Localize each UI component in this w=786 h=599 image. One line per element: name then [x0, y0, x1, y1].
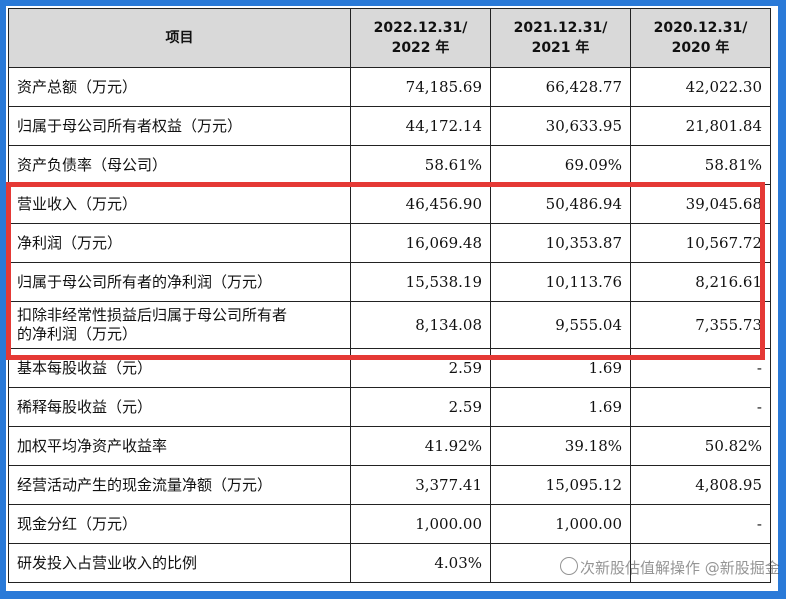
cell-2021: 9,555.04 [490, 301, 631, 349]
header-2020: 2020.12.31/2020 年 [630, 8, 771, 68]
row-label: 扣除非经常性损益后归属于母公司所有者 的净利润（万元） [8, 301, 351, 349]
cell-2020: 10,567.72 [630, 223, 771, 263]
watermark: 次新股估值解操作 @新股掘金 [560, 557, 780, 578]
table-row: 加权平均净资产收益率 41.92% 39.18% 50.82% [8, 426, 771, 466]
cell-2021: 1,000.00 [490, 504, 631, 544]
cell-2021: 10,353.87 [490, 223, 631, 263]
cell-2021: 66,428.77 [490, 67, 631, 107]
table-row: 资产负债率（母公司） 58.61% 69.09% 58.81% [8, 145, 771, 185]
cell-2020: 7,355.73 [630, 301, 771, 349]
cell-2021: 39.18% [490, 426, 631, 466]
financial-data-table: 项目 2022.12.31/2022 年 2021.12.31/2021 年 2… [8, 8, 771, 583]
cell-2022: 4.03% [350, 543, 491, 583]
cell-2020: 39,045.68 [630, 184, 771, 224]
cell-2022: 15,538.19 [350, 262, 491, 302]
table-row: 稀释每股收益（元） 2.59 1.69 - [8, 387, 771, 427]
table-row: 资产总额（万元） 74,185.69 66,428.77 42,022.30 [8, 67, 771, 107]
table-row: 基本每股收益（元） 2.59 1.69 - [8, 348, 771, 388]
cell-2020 [630, 543, 771, 583]
cell-2020: 4,808.95 [630, 465, 771, 505]
table-row: 扣除非经常性损益后归属于母公司所有者 的净利润（万元） 8,134.08 9,55… [8, 301, 771, 349]
row-label: 净利润（万元） [8, 223, 351, 263]
row-label: 归属于母公司所有者权益（万元） [8, 106, 351, 146]
cell-2022: 1,000.00 [350, 504, 491, 544]
cell-2022: 44,172.14 [350, 106, 491, 146]
cell-2020: 50.82% [630, 426, 771, 466]
table-row: 研发投入占营业收入的比例 4.03% [8, 543, 771, 583]
header-item: 项目 [8, 8, 351, 68]
row-label: 研发投入占营业收入的比例 [8, 543, 351, 583]
row-label: 归属于母公司所有者的净利润（万元） [8, 262, 351, 302]
row-label: 基本每股收益（元） [8, 348, 351, 388]
cell-2021: 10,113.76 [490, 262, 631, 302]
cell-2022: 74,185.69 [350, 67, 491, 107]
table-header-row: 项目 2022.12.31/2022 年 2021.12.31/2021 年 2… [8, 8, 771, 68]
cell-2022: 16,069.48 [350, 223, 491, 263]
cell-2022: 41.92% [350, 426, 491, 466]
header-2022: 2022.12.31/2022 年 [350, 8, 491, 68]
cell-2022: 8,134.08 [350, 301, 491, 349]
cell-2020: 58.81% [630, 145, 771, 185]
row-label: 加权平均净资产收益率 [8, 426, 351, 466]
cell-2021: 1.69 [490, 348, 631, 388]
table-row: 现金分红（万元） 1,000.00 1,000.00 - [8, 504, 771, 544]
cell-2021: 69.09% [490, 145, 631, 185]
table-row: 经营活动产生的现金流量净额（万元） 3,377.41 15,095.12 4,8… [8, 465, 771, 505]
cell-2020: 21,801.84 [630, 106, 771, 146]
cell-2021: 50,486.94 [490, 184, 631, 224]
table-row: 归属于母公司所有者的净利润（万元） 15,538.19 10,113.76 8,… [8, 262, 771, 302]
row-label: 资产负债率（母公司） [8, 145, 351, 185]
row-label: 营业收入（万元） [8, 184, 351, 224]
cell-2020: - [630, 504, 771, 544]
table-row: 归属于母公司所有者权益（万元） 44,172.14 30,633.95 21,8… [8, 106, 771, 146]
header-2021: 2021.12.31/2021 年 [490, 8, 631, 68]
row-label: 资产总额（万元） [8, 67, 351, 107]
cell-2022: 46,456.90 [350, 184, 491, 224]
cell-2022: 2.59 [350, 387, 491, 427]
table-row: 净利润（万元） 16,069.48 10,353.87 10,567.72 [8, 223, 771, 263]
cell-2022: 2.59 [350, 348, 491, 388]
watermark-text: 次新股估值解操作 @新股掘金 [580, 559, 780, 577]
cell-2021: 15,095.12 [490, 465, 631, 505]
cell-2021: 1.69 [490, 387, 631, 427]
row-label: 经营活动产生的现金流量净额（万元） [8, 465, 351, 505]
row-label: 稀释每股收益（元） [8, 387, 351, 427]
cell-2020: - [630, 348, 771, 388]
row-label: 现金分红（万元） [8, 504, 351, 544]
cell-2022: 58.61% [350, 145, 491, 185]
cell-2021: 30,633.95 [490, 106, 631, 146]
wechat-icon [560, 557, 578, 575]
cell-2020: - [630, 387, 771, 427]
table-row: 营业收入（万元） 46,456.90 50,486.94 39,045.68 [8, 184, 771, 224]
cell-2022: 3,377.41 [350, 465, 491, 505]
cell-2020: 8,216.61 [630, 262, 771, 302]
cell-2020: 42,022.30 [630, 67, 771, 107]
